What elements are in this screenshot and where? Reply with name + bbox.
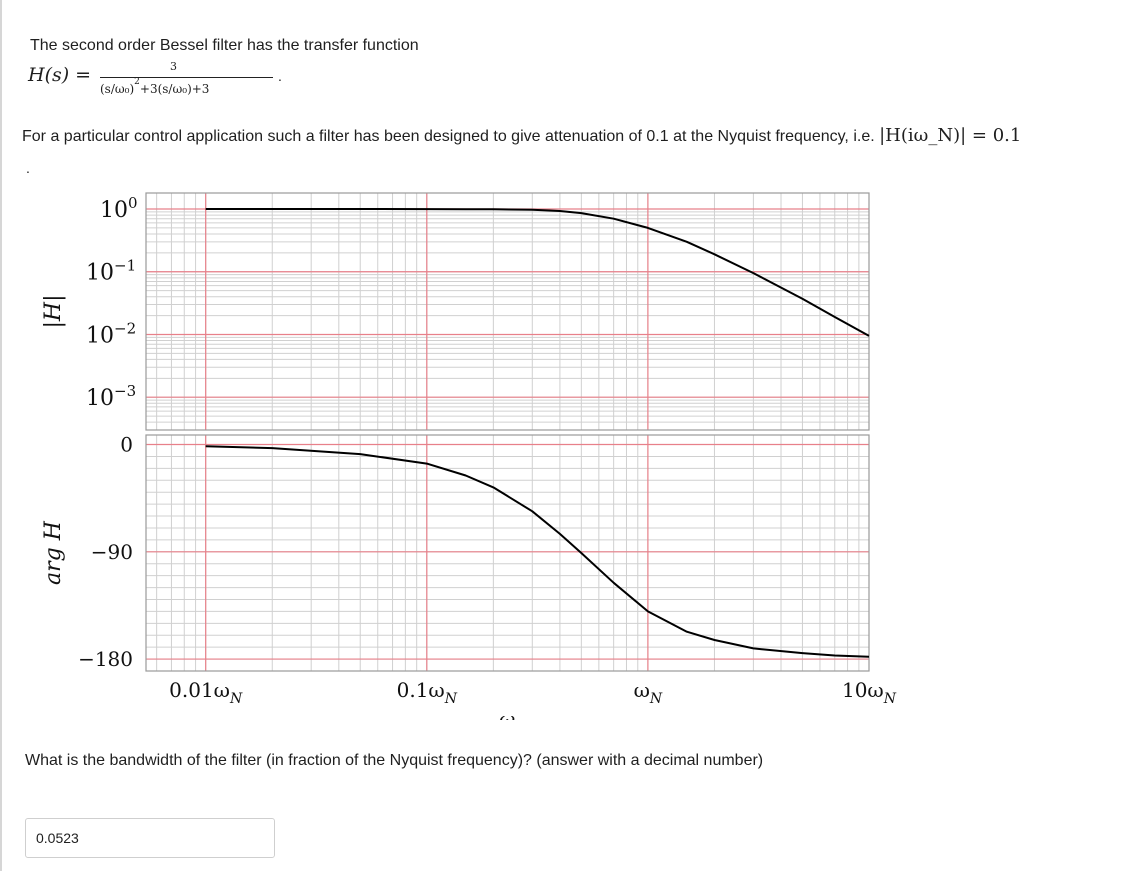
description-text: For a particular control application suc… (22, 128, 875, 145)
x-axis: 0.01ωN 0.1ωN ωN 10ωN ω (169, 678, 897, 720)
formula-denominator: (s/ω₀)2+3(s/ω₀)+3 (100, 77, 210, 96)
magnitude-axis-label: |H| (41, 294, 66, 328)
phase-y-tick-label: 0 (120, 433, 133, 457)
phase-panel: 0 −90 −180 arg H (41, 433, 870, 672)
fraction-bar (100, 77, 273, 78)
x-tick-label: 10ωN (842, 678, 897, 707)
x-tick-label: ωN (634, 678, 663, 707)
magnitude-y-tick-label: 10−2 (86, 319, 136, 348)
formula-lhs: H(s) = (28, 64, 92, 86)
denominator-exponent: 2 (134, 77, 140, 87)
magnitude-y-tick-label: 10−3 (86, 382, 136, 411)
transfer-function-formula: H(s) = 3 (s/ω₀)2+3(s/ω₀)+3 . (28, 58, 328, 114)
magnitude-curve (205, 208, 870, 337)
attenuation-condition: |H(iω_N)| = 0.1 (879, 125, 1022, 146)
denominator-term1: (s/ω₀) (100, 82, 135, 96)
phase-y-tick-label: −180 (78, 647, 133, 671)
phase-axis-label: arg H (41, 520, 66, 585)
magnitude-frame (145, 192, 870, 431)
question-intro: The second order Bessel filter has the t… (30, 37, 419, 54)
magnitude-y-tick-label: 10−1 (86, 257, 136, 286)
x-tick-label: 0.1ωN (397, 678, 458, 707)
x-axis-label: ω (499, 707, 515, 720)
page-left-border (0, 0, 2, 871)
formula-period: . (278, 68, 282, 84)
stray-period: . (26, 160, 30, 176)
question-prompt: What is the bandwidth of the filter (in … (25, 752, 764, 769)
phase-curve (205, 445, 870, 658)
question-description: For a particular control application suc… (22, 125, 1021, 146)
magnitude-panel: 100 10−1 10−2 10−3 |H| (41, 192, 870, 431)
answer-input[interactable] (25, 818, 275, 858)
x-tick-label: 0.01ωN (169, 678, 243, 707)
denominator-rest: +3(s/ω₀)+3 (139, 82, 210, 96)
bode-plot: 100 10−1 10−2 10−3 |H| 0 −90 −180 arg H 0.01ωN 0.1… (41, 192, 897, 720)
magnitude-y-tick-label: 100 (100, 194, 138, 223)
phase-y-tick-label: −90 (91, 540, 133, 564)
formula-numerator: 3 (170, 60, 177, 73)
phase-frame (145, 434, 870, 672)
